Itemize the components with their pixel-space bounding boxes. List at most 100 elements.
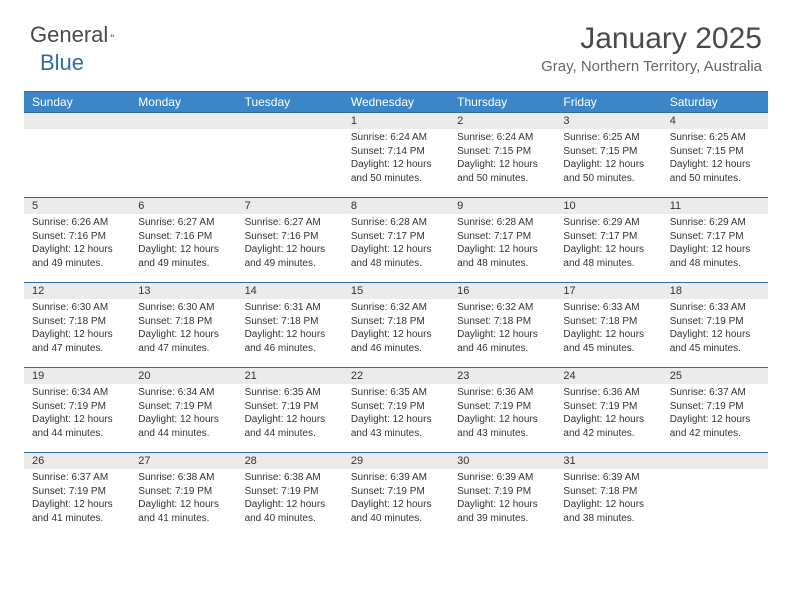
- sunset: Sunset: 7:19 PM: [32, 400, 122, 414]
- day-details: Sunrise: 6:37 AMSunset: 7:19 PMDaylight:…: [24, 469, 130, 529]
- sunset: Sunset: 7:19 PM: [351, 400, 441, 414]
- sunset: Sunset: 7:19 PM: [138, 400, 228, 414]
- sunset: Sunset: 7:19 PM: [457, 485, 547, 499]
- calendar-cell: 29Sunrise: 6:39 AMSunset: 7:19 PMDayligh…: [343, 453, 449, 537]
- day-details: Sunrise: 6:27 AMSunset: 7:16 PMDaylight:…: [237, 214, 343, 274]
- day-header: Wednesday: [343, 92, 449, 112]
- day-details: Sunrise: 6:39 AMSunset: 7:18 PMDaylight:…: [555, 469, 661, 529]
- daylight-line1: Daylight: 12 hours: [351, 243, 441, 257]
- daylight-line2: and 47 minutes.: [32, 342, 122, 356]
- daylight-line1: Daylight: 12 hours: [670, 413, 760, 427]
- daylight-line1: Daylight: 12 hours: [670, 243, 760, 257]
- calendar-cell: 9Sunrise: 6:28 AMSunset: 7:17 PMDaylight…: [449, 198, 555, 282]
- day-number: 16: [449, 283, 555, 299]
- daylight-line1: Daylight: 12 hours: [563, 158, 653, 172]
- sunset: Sunset: 7:17 PM: [563, 230, 653, 244]
- daylight-line2: and 44 minutes.: [32, 427, 122, 441]
- daylight-line2: and 46 minutes.: [351, 342, 441, 356]
- day-number: 8: [343, 198, 449, 214]
- day-number: 15: [343, 283, 449, 299]
- sunrise: Sunrise: 6:36 AM: [457, 386, 547, 400]
- day-number: 20: [130, 368, 236, 384]
- sunrise: Sunrise: 6:31 AM: [245, 301, 335, 315]
- day-details: Sunrise: 6:32 AMSunset: 7:18 PMDaylight:…: [449, 299, 555, 359]
- daylight-line2: and 50 minutes.: [351, 172, 441, 186]
- daylight-line1: Daylight: 12 hours: [138, 328, 228, 342]
- day-number: [662, 453, 768, 469]
- sunset: Sunset: 7:16 PM: [32, 230, 122, 244]
- month-title: January 2025: [541, 22, 762, 56]
- sunrise: Sunrise: 6:38 AM: [245, 471, 335, 485]
- daylight-line1: Daylight: 12 hours: [351, 413, 441, 427]
- daylight-line2: and 41 minutes.: [138, 512, 228, 526]
- day-details: Sunrise: 6:39 AMSunset: 7:19 PMDaylight:…: [449, 469, 555, 529]
- day-details: Sunrise: 6:34 AMSunset: 7:19 PMDaylight:…: [24, 384, 130, 444]
- day-number: [130, 113, 236, 129]
- sunrise: Sunrise: 6:30 AM: [138, 301, 228, 315]
- daylight-line2: and 48 minutes.: [351, 257, 441, 271]
- day-number: 18: [662, 283, 768, 299]
- day-details: Sunrise: 6:35 AMSunset: 7:19 PMDaylight:…: [343, 384, 449, 444]
- day-header-row: Sunday Monday Tuesday Wednesday Thursday…: [24, 92, 768, 112]
- daylight-line2: and 44 minutes.: [138, 427, 228, 441]
- sunrise: Sunrise: 6:35 AM: [245, 386, 335, 400]
- calendar-cell: 5Sunrise: 6:26 AMSunset: 7:16 PMDaylight…: [24, 198, 130, 282]
- day-details: Sunrise: 6:39 AMSunset: 7:19 PMDaylight:…: [343, 469, 449, 529]
- week-row: 1Sunrise: 6:24 AMSunset: 7:14 PMDaylight…: [24, 112, 768, 197]
- calendar: Sunday Monday Tuesday Wednesday Thursday…: [24, 91, 768, 537]
- sunrise: Sunrise: 6:37 AM: [32, 471, 122, 485]
- location: Gray, Northern Territory, Australia: [541, 58, 762, 75]
- daylight-line2: and 40 minutes.: [245, 512, 335, 526]
- day-number: 30: [449, 453, 555, 469]
- day-number: 26: [24, 453, 130, 469]
- sunset: Sunset: 7:19 PM: [670, 315, 760, 329]
- day-details: Sunrise: 6:36 AMSunset: 7:19 PMDaylight:…: [555, 384, 661, 444]
- day-number: 21: [237, 368, 343, 384]
- calendar-cell: 30Sunrise: 6:39 AMSunset: 7:19 PMDayligh…: [449, 453, 555, 537]
- daylight-line1: Daylight: 12 hours: [351, 158, 441, 172]
- sunrise: Sunrise: 6:27 AM: [138, 216, 228, 230]
- day-header: Monday: [130, 92, 236, 112]
- calendar-cell: 8Sunrise: 6:28 AMSunset: 7:17 PMDaylight…: [343, 198, 449, 282]
- day-number: 4: [662, 113, 768, 129]
- calendar-cell: 12Sunrise: 6:30 AMSunset: 7:18 PMDayligh…: [24, 283, 130, 367]
- day-details: Sunrise: 6:29 AMSunset: 7:17 PMDaylight:…: [555, 214, 661, 274]
- sunrise: Sunrise: 6:36 AM: [563, 386, 653, 400]
- daylight-line1: Daylight: 12 hours: [138, 413, 228, 427]
- day-header: Tuesday: [237, 92, 343, 112]
- sunset: Sunset: 7:19 PM: [563, 400, 653, 414]
- sunset: Sunset: 7:18 PM: [138, 315, 228, 329]
- sunrise: Sunrise: 6:33 AM: [563, 301, 653, 315]
- day-details: Sunrise: 6:33 AMSunset: 7:18 PMDaylight:…: [555, 299, 661, 359]
- daylight-line2: and 43 minutes.: [351, 427, 441, 441]
- day-details: Sunrise: 6:30 AMSunset: 7:18 PMDaylight:…: [130, 299, 236, 359]
- daylight-line1: Daylight: 12 hours: [32, 413, 122, 427]
- calendar-cell: 11Sunrise: 6:29 AMSunset: 7:17 PMDayligh…: [662, 198, 768, 282]
- sunset: Sunset: 7:15 PM: [457, 145, 547, 159]
- sunrise: Sunrise: 6:38 AM: [138, 471, 228, 485]
- daylight-line1: Daylight: 12 hours: [563, 498, 653, 512]
- sunset: Sunset: 7:16 PM: [138, 230, 228, 244]
- calendar-cell: 10Sunrise: 6:29 AMSunset: 7:17 PMDayligh…: [555, 198, 661, 282]
- calendar-cell: 21Sunrise: 6:35 AMSunset: 7:19 PMDayligh…: [237, 368, 343, 452]
- sunrise: Sunrise: 6:24 AM: [457, 131, 547, 145]
- sunset: Sunset: 7:18 PM: [457, 315, 547, 329]
- daylight-line1: Daylight: 12 hours: [32, 498, 122, 512]
- sunset: Sunset: 7:19 PM: [245, 400, 335, 414]
- daylight-line2: and 50 minutes.: [457, 172, 547, 186]
- daylight-line1: Daylight: 12 hours: [245, 243, 335, 257]
- day-header: Friday: [555, 92, 661, 112]
- week-row: 12Sunrise: 6:30 AMSunset: 7:18 PMDayligh…: [24, 282, 768, 367]
- sunrise: Sunrise: 6:29 AM: [563, 216, 653, 230]
- daylight-line1: Daylight: 12 hours: [32, 328, 122, 342]
- calendar-cell: 2Sunrise: 6:24 AMSunset: 7:15 PMDaylight…: [449, 113, 555, 197]
- day-number: 6: [130, 198, 236, 214]
- sunrise: Sunrise: 6:37 AM: [670, 386, 760, 400]
- calendar-cell: 24Sunrise: 6:36 AMSunset: 7:19 PMDayligh…: [555, 368, 661, 452]
- daylight-line1: Daylight: 12 hours: [245, 498, 335, 512]
- daylight-line1: Daylight: 12 hours: [457, 328, 547, 342]
- day-details: Sunrise: 6:29 AMSunset: 7:17 PMDaylight:…: [662, 214, 768, 274]
- calendar-cell: 14Sunrise: 6:31 AMSunset: 7:18 PMDayligh…: [237, 283, 343, 367]
- sunset: Sunset: 7:17 PM: [457, 230, 547, 244]
- calendar-cell: 6Sunrise: 6:27 AMSunset: 7:16 PMDaylight…: [130, 198, 236, 282]
